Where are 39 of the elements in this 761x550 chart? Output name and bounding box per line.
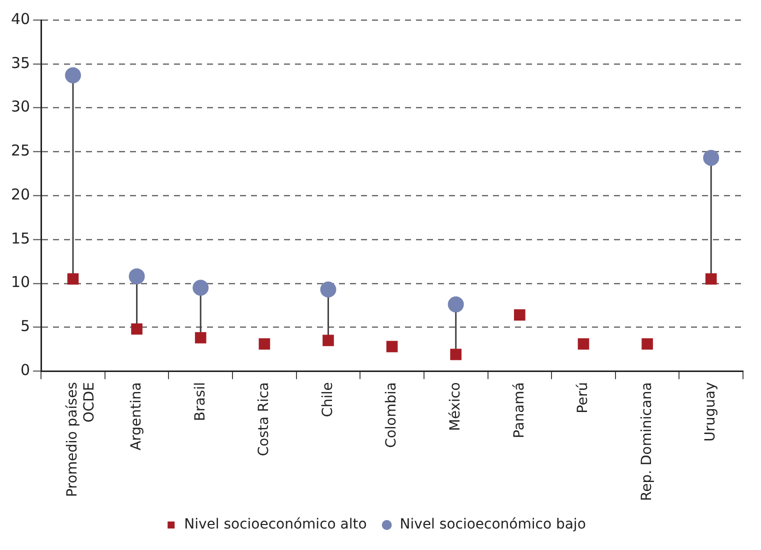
y-tick-label: 40	[10, 10, 30, 28]
point	[514, 309, 526, 321]
x-tick-label: Argentina	[128, 382, 144, 450]
y-tick-label: 5	[20, 317, 30, 336]
point	[128, 268, 145, 284]
y-tick-label: 0	[20, 361, 30, 380]
x-tick-label: Perú	[575, 382, 592, 414]
point	[131, 323, 142, 335]
x-tick-label: Brasil	[192, 382, 208, 422]
point	[258, 338, 270, 350]
point	[64, 67, 81, 84]
x-tick-label: Rep. Dominicana	[638, 382, 655, 502]
point	[705, 273, 717, 285]
point	[322, 334, 334, 346]
y-tick-label: 25	[10, 142, 30, 160]
x-tick-label: Promedio países OCDE	[64, 382, 98, 497]
legend-label: Nivel socioeconómico alto	[184, 516, 367, 533]
point	[386, 340, 398, 352]
point	[194, 332, 206, 344]
y-tick-label: 20	[10, 185, 30, 204]
point	[448, 296, 464, 312]
point	[320, 282, 336, 298]
y-tick-label: 30	[10, 98, 30, 116]
point	[578, 338, 590, 350]
x-tick-label: Colombia	[384, 382, 400, 448]
y-tick-label: 10	[10, 273, 30, 292]
point	[450, 348, 462, 360]
point	[703, 150, 720, 166]
y-tick-label: 15	[10, 229, 30, 248]
x-tick-label: Costa Rica	[256, 382, 272, 456]
legend-label: Nivel socioeconómico bajo	[400, 516, 586, 533]
x-tick-label: Chile	[320, 382, 336, 418]
point	[192, 280, 209, 296]
x-tick-label: México	[447, 382, 464, 432]
x-tick-label: Uruguay	[702, 382, 719, 442]
y-tick-label: 35	[10, 54, 30, 72]
point	[642, 338, 653, 350]
point	[67, 273, 79, 285]
x-tick-label: Panamá	[511, 382, 528, 438]
